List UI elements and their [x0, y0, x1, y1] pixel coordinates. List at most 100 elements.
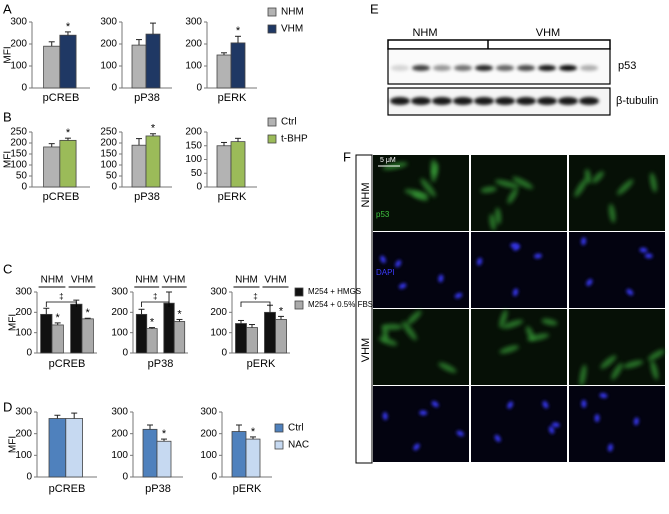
- y-tick-label: 100: [200, 450, 217, 461]
- cell-p53: [623, 360, 644, 369]
- legend-swatch: [274, 423, 284, 433]
- error-bar: [54, 322, 61, 325]
- significance-marker: *: [162, 428, 167, 440]
- image-cell: [471, 232, 567, 308]
- x-axis-label: pP38: [145, 483, 171, 495]
- panel-label: B: [3, 109, 12, 124]
- x-axis-label: pCREB: [43, 92, 80, 104]
- y-tick-label: 0: [211, 472, 217, 483]
- y-tick-label: 100: [100, 61, 117, 72]
- blot-row: p53: [618, 60, 636, 72]
- significance-marker: *: [56, 312, 61, 324]
- cell-p53: [608, 203, 616, 223]
- legend-swatch: [267, 7, 277, 17]
- error-bar: [235, 35, 241, 43]
- y-tick-label: 300: [100, 17, 117, 28]
- legend-swatch: [267, 117, 277, 127]
- y-tick-label: 0: [111, 182, 117, 193]
- cell-p53: [381, 323, 403, 330]
- legend-swatch: [267, 24, 277, 34]
- y-tick-label: 200: [100, 39, 117, 50]
- cell-nucleus: [395, 260, 402, 268]
- significance-marker: *: [236, 25, 241, 37]
- bracket-label: ‡: [153, 292, 157, 301]
- cell-nucleus: [507, 401, 514, 409]
- bar: [51, 324, 64, 354]
- cell-nucleus: [494, 434, 501, 442]
- y-tick-label: 300: [111, 287, 128, 298]
- cell-nucleus: [607, 443, 613, 452]
- error-bar: [235, 137, 241, 142]
- cell-nucleus: [639, 247, 648, 253]
- bar: [231, 431, 247, 478]
- cell-nucleus: [581, 399, 587, 408]
- error-bar: [236, 424, 242, 432]
- x-axis-label: pP38: [148, 358, 174, 370]
- band: [558, 97, 578, 105]
- bar: [131, 144, 147, 188]
- significance-marker: *: [177, 308, 182, 320]
- y-tick-label: 100: [10, 61, 27, 72]
- y-tick-label: 100: [111, 327, 128, 338]
- error-bar: [148, 327, 155, 329]
- cell-p53: [404, 189, 429, 198]
- cell-p53: [579, 364, 587, 387]
- y-tick-label: 0: [26, 472, 32, 483]
- y-tick-label: 100: [15, 450, 32, 461]
- bar: [216, 54, 232, 89]
- cell-p53: [499, 309, 508, 328]
- cell-p53: [611, 362, 623, 380]
- band: [412, 65, 430, 71]
- bar: [230, 42, 246, 89]
- cell-p53: [431, 162, 439, 183]
- y-tick-label: 100: [185, 154, 202, 165]
- western-blot: NHM VHM p53 β-tubulin: [387, 27, 658, 116]
- error-bar: [250, 436, 256, 440]
- cell-nucleus: [398, 283, 407, 289]
- y-tick-label: 200: [100, 138, 117, 149]
- bands: [390, 65, 599, 105]
- y-tick-label: 200: [210, 307, 227, 318]
- y-tick-label: 0: [196, 182, 202, 193]
- bar: [81, 318, 94, 354]
- y-tick-label: 0: [122, 472, 128, 483]
- cell-nucleus: [419, 410, 428, 416]
- error-bar: [176, 318, 183, 322]
- band: [495, 97, 515, 105]
- y-tick-label: 300: [15, 407, 32, 418]
- legend-swatch: [267, 134, 277, 144]
- cell-p53: [541, 318, 558, 326]
- legend-swatch: [274, 440, 284, 450]
- cell-p53: [647, 349, 665, 361]
- panel-label: D: [3, 399, 12, 414]
- cell-nucleus: [581, 237, 587, 246]
- blot-group: VHM: [536, 27, 560, 39]
- x-axis-label: pERK: [233, 483, 262, 495]
- y-tick-label: 100: [100, 160, 117, 171]
- band: [517, 65, 535, 71]
- image-cell: [373, 309, 469, 385]
- legend-label: M254 + 0.5% FBS: [308, 300, 373, 309]
- image-cell: [373, 232, 469, 308]
- y-tick-label: 150: [100, 149, 117, 160]
- y-tick-label: 100: [185, 61, 202, 72]
- panel-label: A: [3, 1, 12, 16]
- band: [579, 97, 599, 105]
- y-tick-label: 100: [10, 160, 27, 171]
- error-bar: [64, 31, 71, 36]
- legend-swatch: [294, 300, 304, 310]
- y-tick-label: 0: [122, 348, 128, 359]
- bar: [235, 323, 247, 354]
- group-label: VHM: [163, 275, 185, 286]
- y-axis-label: MFI: [3, 46, 14, 63]
- cell-nucleus: [512, 288, 519, 297]
- y-tick-label: 50: [191, 168, 203, 179]
- error-bar: [138, 308, 145, 315]
- band: [580, 65, 598, 71]
- group-label: NHM: [135, 275, 158, 286]
- y-tick-label: 100: [111, 450, 128, 461]
- micrograph-group: VHM: [360, 338, 372, 362]
- cell-p53: [574, 178, 588, 198]
- cell-p53: [494, 179, 520, 189]
- cell-nucleus: [382, 412, 388, 421]
